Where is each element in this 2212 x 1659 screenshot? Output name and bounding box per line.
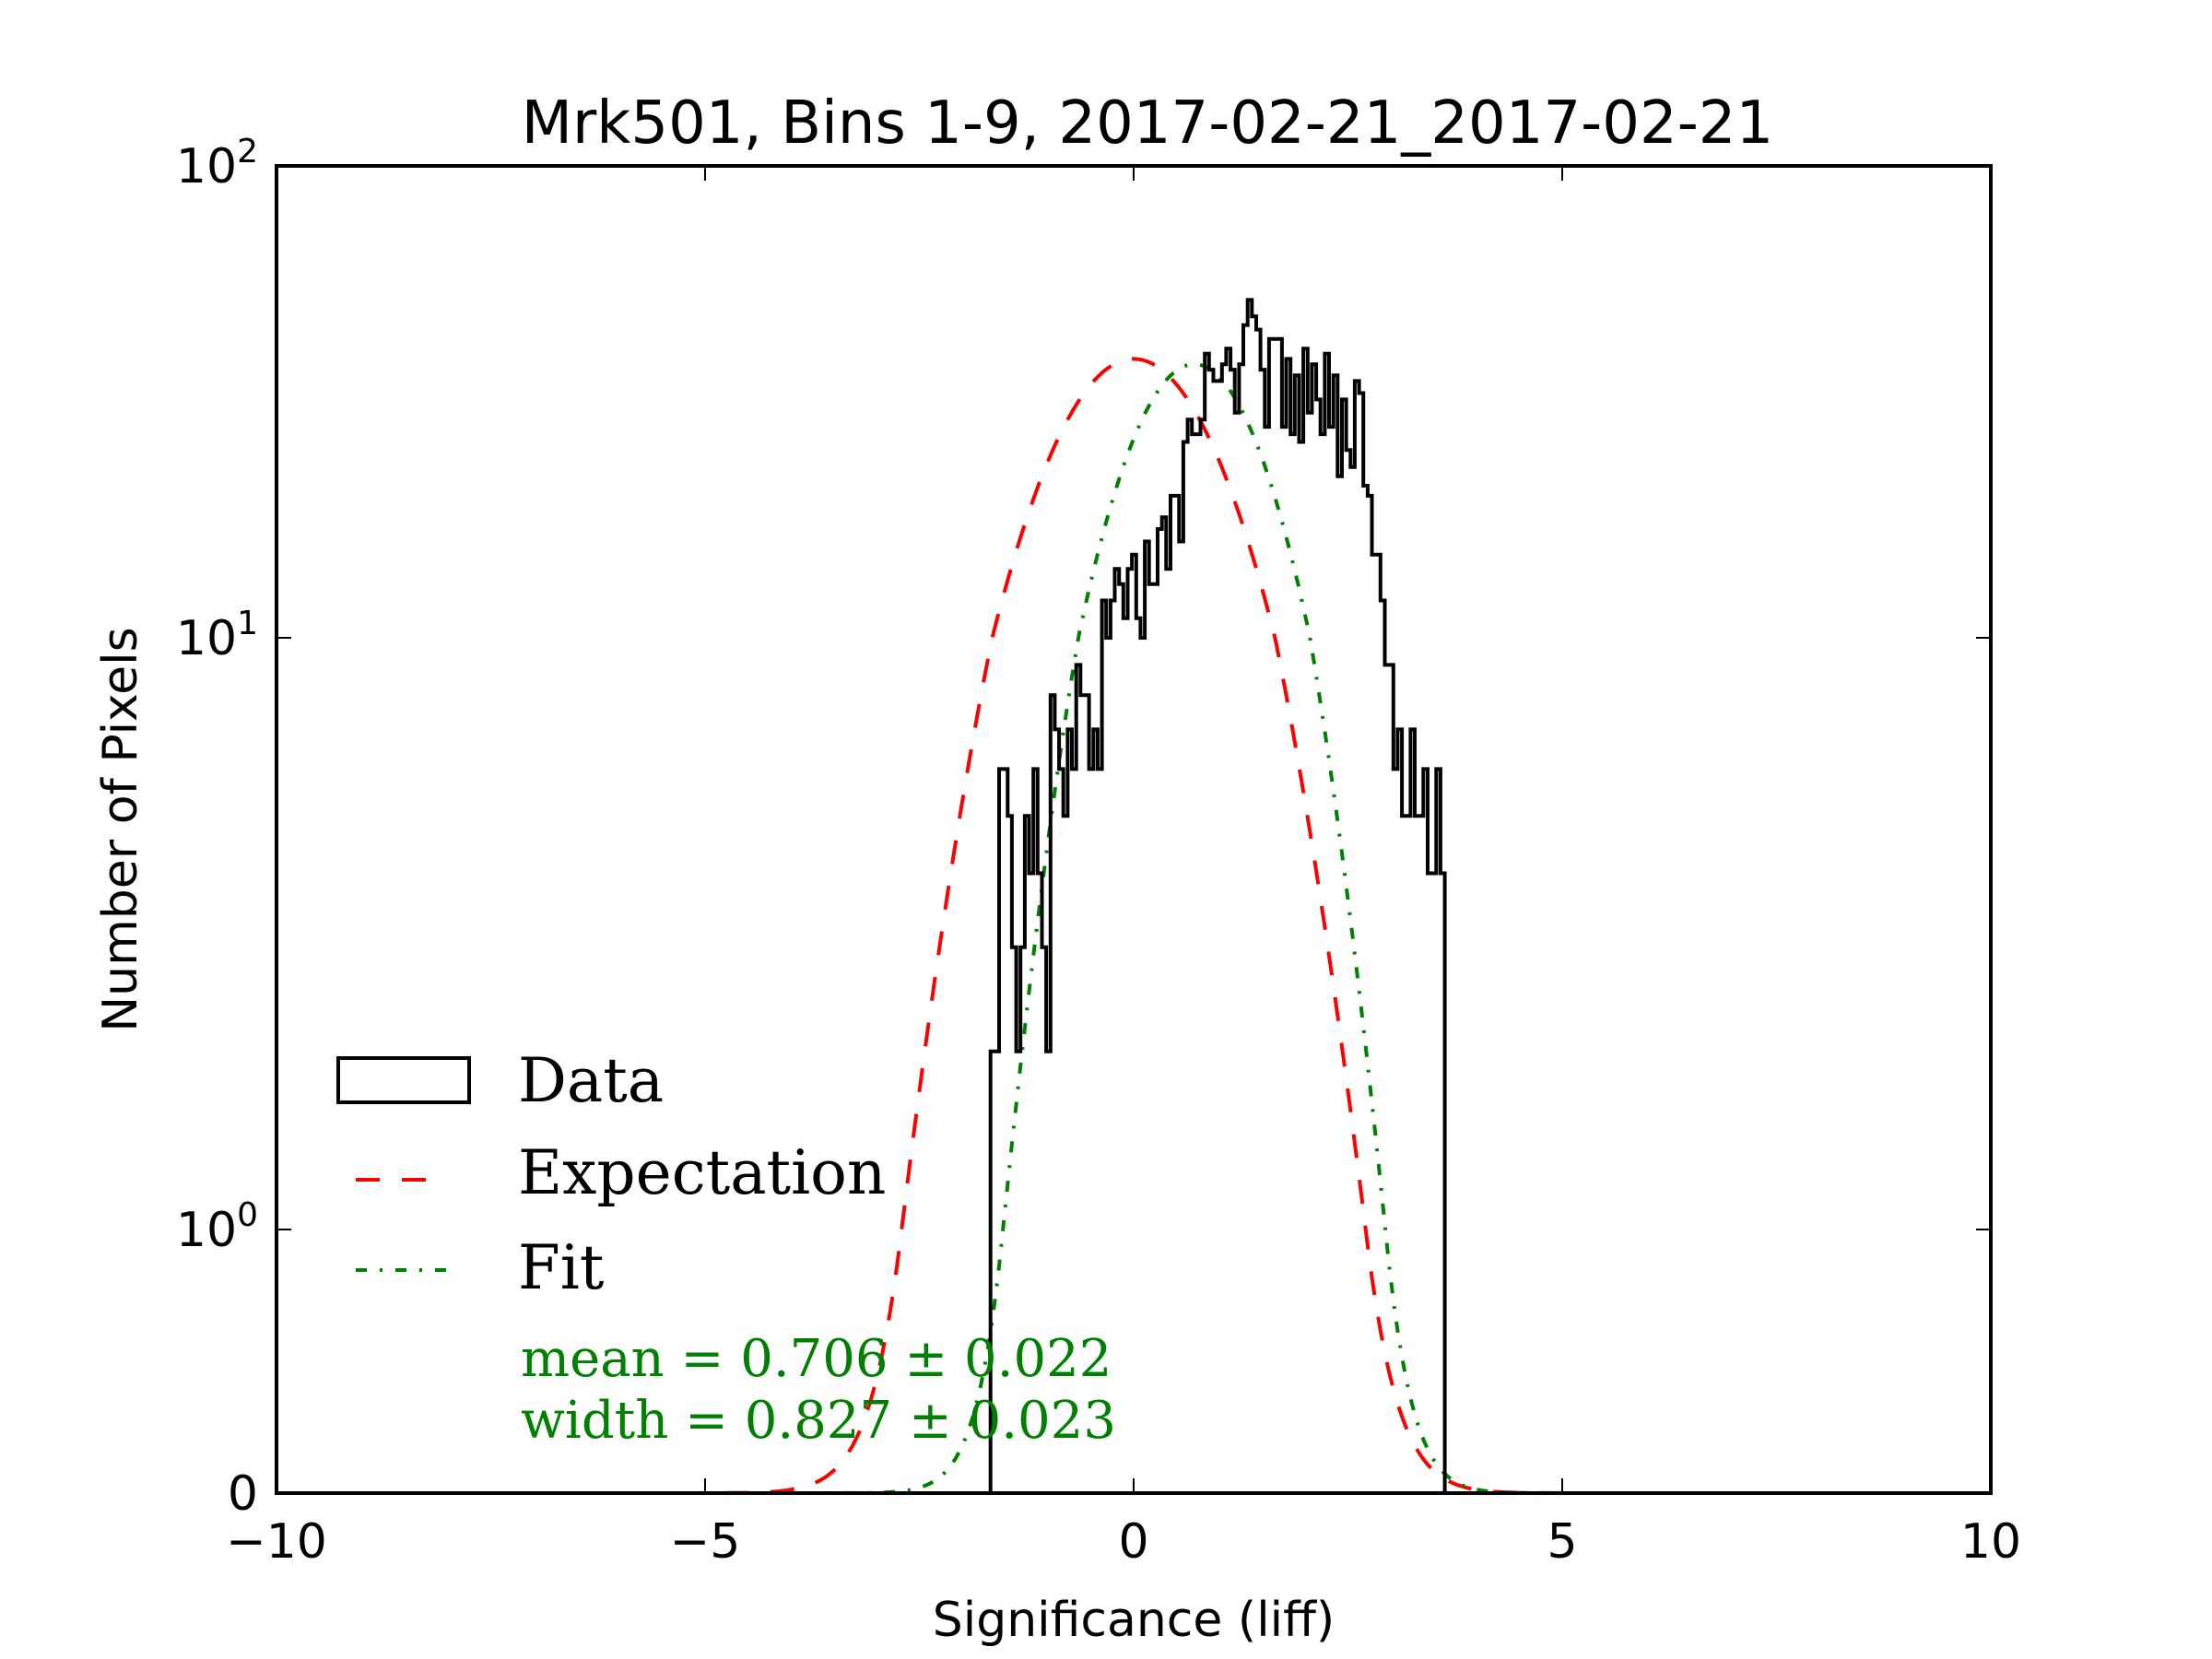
x-axis-label: Significance (liff) (933, 1593, 1335, 1648)
series-data-histogram (988, 298, 1450, 1495)
y-tick-label: 101 (176, 605, 258, 666)
series-fit-line (448, 362, 1819, 1495)
y-tick-label: 102 (176, 133, 258, 194)
legend-data-label: Data (518, 1045, 664, 1116)
legend-fit-label: Fit (518, 1232, 604, 1303)
annotation-mean: mean = 0.706 ± 0.022 (521, 1329, 1112, 1389)
annotation-width: width = 0.827 ± 0.023 (521, 1391, 1116, 1451)
x-tick-label: 10 (1960, 1514, 2021, 1570)
y-tick-label: 100 (176, 1196, 258, 1258)
y-axis-label: Number of Pixels (93, 627, 148, 1031)
x-tick-label: 5 (1547, 1514, 1577, 1570)
x-tick-label: 0 (1118, 1514, 1148, 1570)
y-tick-label: 0 (228, 1466, 258, 1522)
x-tick-label: −5 (670, 1514, 741, 1570)
x-tick-label: −10 (226, 1514, 327, 1570)
x-axis: −10 −5 0 5 10 (226, 166, 2021, 1570)
y-axis: 0 100 101 102 (176, 133, 1991, 1522)
plot-area (448, 298, 1819, 1495)
legend-expectation-label: Expectation (518, 1137, 886, 1208)
legend: Data Expectation Fit (336, 1045, 886, 1303)
legend-data-swatch (336, 1056, 471, 1104)
series-expectation-line (448, 357, 1819, 1495)
chart-title: Mrk501, Bins 1-9, 2017-02-21_2017-02-21 (522, 89, 1773, 158)
